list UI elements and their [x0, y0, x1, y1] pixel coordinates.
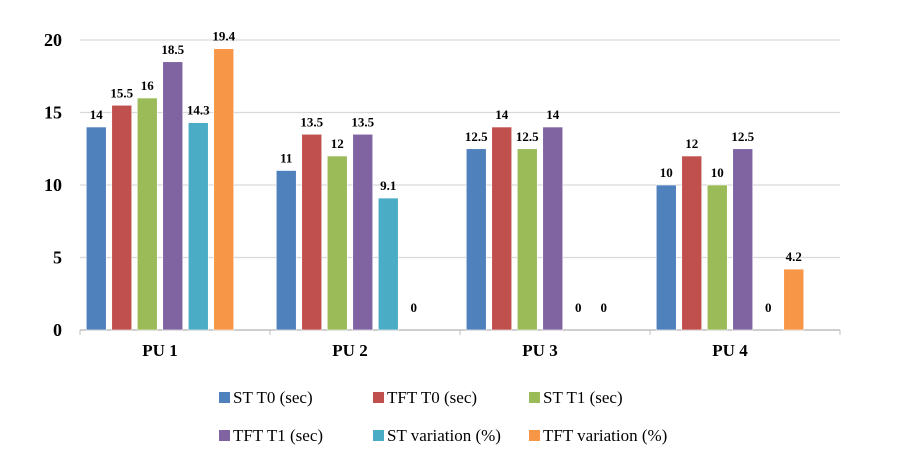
y-tick-label: 20: [44, 30, 62, 50]
data-label: 10: [660, 165, 673, 180]
legend-item: ST T1 (sec): [529, 388, 623, 407]
bar: [162, 61, 184, 331]
legend-item: ST variation (%): [373, 426, 501, 445]
legend-swatch: [219, 430, 230, 441]
data-label: 15.5: [110, 85, 133, 100]
data-label: 14.3: [187, 103, 210, 118]
data-label: 12: [331, 136, 344, 151]
data-label: 4.2: [786, 249, 802, 264]
y-tick-label: 15: [44, 103, 62, 123]
data-label: 12.5: [516, 129, 539, 144]
x-category-label: PU 4: [712, 341, 748, 360]
legend-item: ST T0 (sec): [219, 388, 313, 407]
bar: [491, 126, 513, 331]
data-label: 9.1: [380, 178, 396, 193]
legend: ST T0 (sec) TFT T0 (sec) ST T1 (sec) TFT T1…: [219, 388, 667, 445]
bar: [681, 155, 703, 331]
legend-label: TFT T1 (sec): [233, 426, 323, 445]
bar: [213, 48, 235, 331]
bar: [111, 104, 133, 331]
bars: [85, 48, 805, 331]
bar: [655, 184, 677, 331]
data-label: 10: [711, 165, 724, 180]
legend-item: TFT T1 (sec): [219, 426, 323, 445]
data-label: 13.5: [300, 114, 323, 129]
legend-label: ST T1 (sec): [543, 388, 623, 407]
bar: [301, 133, 323, 331]
data-label: 16: [141, 78, 155, 93]
bar: [275, 170, 297, 331]
data-label: 12.5: [731, 129, 754, 144]
data-label: 19.4: [212, 29, 235, 44]
legend-label: ST variation (%): [387, 426, 501, 445]
x-axis: PU 1 PU 2 PU 3 PU 4: [79, 330, 841, 360]
y-tick-label: 10: [44, 175, 62, 195]
bar: [516, 148, 538, 331]
bar: [465, 148, 487, 331]
legend-label: ST T0 (sec): [233, 388, 313, 407]
data-label: 13.5: [351, 114, 374, 129]
bar: [136, 97, 158, 331]
data-label: 11: [280, 151, 292, 166]
legend-label: TFT variation (%): [543, 426, 667, 445]
legend-swatch: [529, 430, 540, 441]
bar: [732, 148, 754, 331]
legend-item: TFT variation (%): [529, 426, 667, 445]
data-label: 0: [411, 300, 418, 315]
legend-swatch: [373, 392, 384, 403]
legend-swatch: [529, 392, 540, 403]
data-label: 0: [765, 300, 772, 315]
legend-swatch: [373, 430, 384, 441]
data-labels: 14 15.5 16 18.5 14.3 19.4 11 13.5 12 13.5 9.1 0 12.5…: [90, 29, 802, 315]
data-label: 14: [546, 107, 560, 122]
bar: [377, 197, 399, 331]
data-label: 14: [495, 107, 509, 122]
data-label: 12.5: [465, 129, 488, 144]
bar: [352, 133, 374, 331]
legend-item: TFT T0 (sec): [373, 388, 477, 407]
legend-label: TFT T0 (sec): [387, 388, 477, 407]
bar: [783, 268, 805, 331]
x-category-label: PU 2: [332, 341, 367, 360]
x-category-label: PU 3: [522, 341, 557, 360]
bar: [542, 126, 564, 331]
y-tick-label: 5: [53, 248, 62, 268]
data-label: 12: [685, 136, 698, 151]
legend-swatch: [219, 392, 230, 403]
data-label: 0: [575, 300, 582, 315]
bar: [187, 122, 209, 331]
bar: [706, 184, 728, 331]
x-category-label: PU 1: [142, 341, 177, 360]
data-label: 14: [90, 107, 104, 122]
data-label: 18.5: [161, 42, 184, 57]
y-axis-ticks: 0 5 10 15 20: [44, 30, 62, 340]
y-tick-label: 0: [53, 320, 62, 340]
bar: [326, 155, 348, 331]
bar: [85, 126, 107, 331]
data-label: 0: [601, 300, 608, 315]
